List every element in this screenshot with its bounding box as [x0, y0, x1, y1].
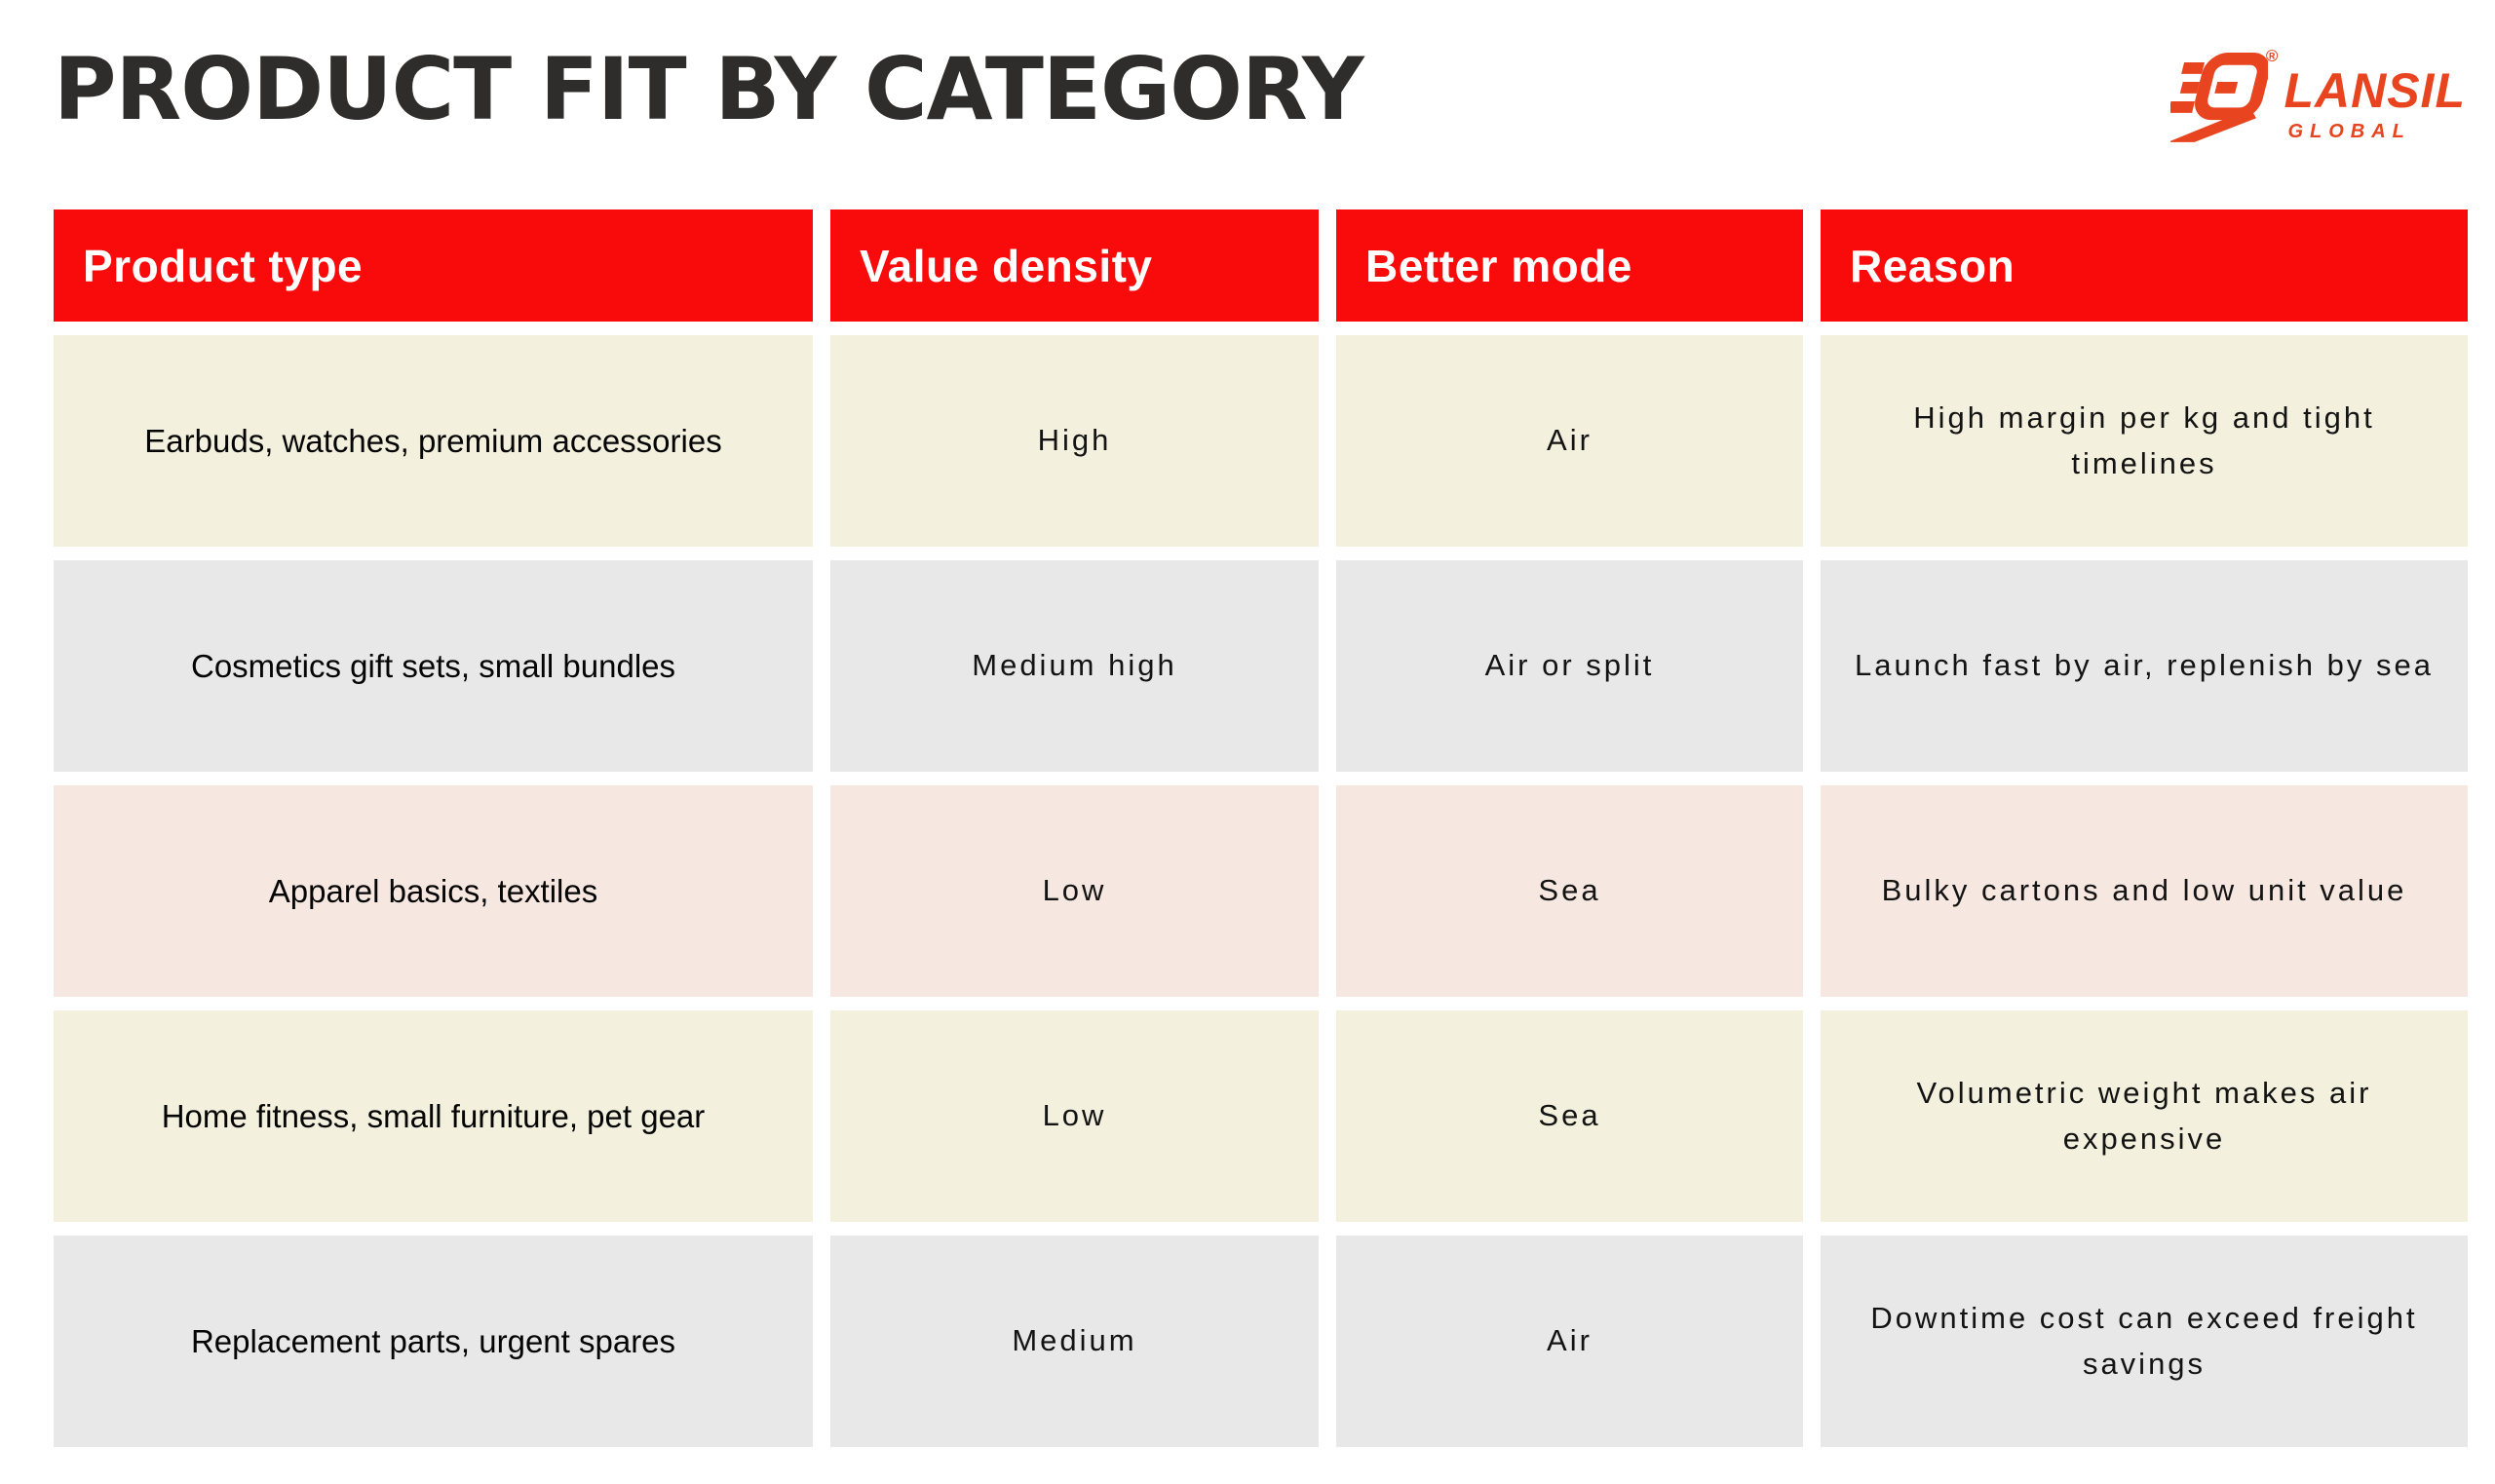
- column-header-product-type: Product type: [54, 209, 813, 322]
- table-cell-row1-product-type: Earbuds, watches, premium accessories: [54, 335, 813, 547]
- table-cell-row3-value-density: Low: [830, 785, 1319, 997]
- table-cell-row5-product-type: Replacement parts, urgent spares: [54, 1236, 813, 1447]
- table-cell-row4-product-type: Home fitness, small furniture, pet gear: [54, 1010, 813, 1222]
- page-title: PRODUCT FIT BY CATEGORY: [54, 39, 1364, 139]
- logo-subtext: GLOBAL: [2287, 121, 2411, 142]
- table-cell-row2-reason: Launch fast by air, replenish by sea: [1821, 560, 2468, 772]
- table-cell-row1-value-density: High: [830, 335, 1319, 547]
- lansil-logo-icon: ®: [2168, 47, 2278, 152]
- column-header-reason: Reason: [1821, 209, 2468, 322]
- table-cell-row4-better-mode: Sea: [1336, 1010, 1803, 1222]
- logo-wordmark: LANSIL: [2284, 63, 2466, 118]
- table-cell-row5-reason: Downtime cost can exceed freight savings: [1821, 1236, 2468, 1447]
- logo-text: LANSIL GLOBAL: [2284, 66, 2466, 141]
- column-header-better-mode: Better mode: [1336, 209, 1803, 322]
- table-cell-row4-value-density: Low: [830, 1010, 1319, 1222]
- registered-trademark-icon: ®: [2265, 47, 2279, 65]
- table-cell-row3-better-mode: Sea: [1336, 785, 1803, 997]
- column-header-value-density: Value density: [830, 209, 1319, 322]
- table-cell-row5-better-mode: Air: [1336, 1236, 1803, 1447]
- table-cell-row1-reason: High margin per kg and tight timelines: [1821, 335, 2468, 547]
- product-fit-table: Product type Value density Better mode R…: [54, 209, 2468, 1447]
- table-cell-row3-reason: Bulky cartons and low unit value: [1821, 785, 2468, 997]
- table-cell-row1-better-mode: Air: [1336, 335, 1803, 547]
- table-cell-row2-better-mode: Air or split: [1336, 560, 1803, 772]
- table-cell-row2-product-type: Cosmetics gift sets, small bundles: [54, 560, 813, 772]
- table-cell-row2-value-density: Medium high: [830, 560, 1319, 772]
- table-cell-row3-product-type: Apparel basics, textiles: [54, 785, 813, 997]
- lansil-global-logo: ® LANSIL GLOBAL: [2168, 47, 2466, 152]
- table-cell-row5-value-density: Medium: [830, 1236, 1319, 1447]
- table-cell-row4-reason: Volumetric weight makes air expensive: [1821, 1010, 2468, 1222]
